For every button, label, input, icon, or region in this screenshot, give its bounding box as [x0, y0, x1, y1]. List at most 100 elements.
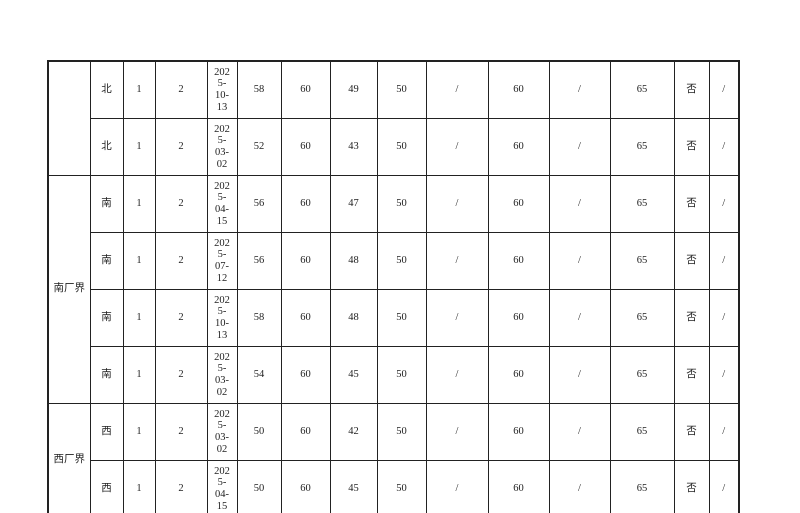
table-cell: /: [708, 460, 740, 513]
table-cell: 60: [487, 289, 550, 347]
table-row: 南厂界 南 1 2 2025-04-15 56 60 47 50 / 60 / …: [47, 175, 740, 404]
table-cell: 2: [154, 60, 208, 119]
table-cell: 南: [89, 289, 124, 347]
table-cell: 1: [122, 346, 156, 404]
table-cell: 60: [280, 60, 331, 119]
table-cell: /: [708, 60, 740, 119]
cell-exceed-flag: 否: [673, 118, 710, 176]
table-cell: 49: [329, 60, 378, 119]
table-cell: 西: [89, 403, 124, 461]
cell-date: 2025-10-13: [206, 60, 238, 119]
table-cell: /: [548, 289, 611, 347]
cell-exceed-flag: 否: [673, 175, 710, 233]
table-cell: /: [708, 232, 740, 290]
table-cell: 南: [89, 175, 124, 233]
table-cell: 65: [609, 118, 675, 176]
table-cell: /: [548, 346, 611, 404]
table-cell: 45: [329, 346, 378, 404]
boundary-label-cell: 南厂界: [47, 175, 91, 404]
table-cell: /: [425, 118, 489, 176]
table-cell: 65: [609, 232, 675, 290]
table-cell: /: [708, 289, 740, 347]
table-cell: 65: [609, 460, 675, 513]
monitoring-results-table: 北 1 2 2025-10-13 58 60 49 50 / 60 / 65 否…: [47, 60, 740, 513]
table-cell: /: [548, 118, 611, 176]
boundary-label-cell: [47, 60, 91, 176]
table-cell: 60: [280, 403, 331, 461]
table-cell: 50: [376, 403, 427, 461]
table-row: 南 1 2 2025-07-12 56 60 48 50 / 60 / 65 否…: [48, 232, 740, 290]
table-cell: 60: [280, 289, 331, 347]
table-row: 南 1 2 2025-03-02 54 60 45 50 / 60 / 65 否…: [48, 346, 740, 404]
cell-date: 2025-03-02: [206, 346, 238, 404]
table-cell: /: [425, 346, 489, 404]
table-cell: 60: [487, 60, 550, 119]
table-cell: 1: [122, 118, 156, 176]
table-cell: /: [425, 460, 489, 513]
table-cell: /: [548, 60, 611, 119]
table-cell: 58: [236, 60, 282, 119]
table-cell: /: [548, 232, 611, 290]
cell-date: 2025-10-13: [206, 289, 238, 347]
cell-date: 2025-07-12: [206, 232, 238, 290]
table-row: 西 1 2 2025-04-15 50 60 45 50 / 60 / 65 否…: [48, 460, 740, 513]
table-cell: 65: [609, 60, 675, 119]
cell-date: 2025-03-02: [206, 403, 238, 461]
table-cell: 北: [89, 118, 124, 176]
table-cell: 50: [376, 346, 427, 404]
table-row: 北 1 2 2025-03-02 52 60 43 50 / 60 / 65 否…: [48, 118, 740, 176]
table-cell: 1: [122, 403, 156, 461]
table-cell: 2: [154, 460, 208, 513]
table-cell: 60: [280, 460, 331, 513]
table-cell: 1: [122, 460, 156, 513]
table-cell: 2: [154, 289, 208, 347]
cell-exceed-flag: 否: [673, 289, 710, 347]
table-cell: 56: [236, 175, 282, 233]
table-cell: /: [425, 175, 489, 233]
cell-exceed-flag: 否: [673, 232, 710, 290]
table-cell: 60: [487, 346, 550, 404]
table-cell: 60: [280, 346, 331, 404]
table-cell: 43: [329, 118, 378, 176]
table-row: 西厂界 西 1 2 2025-03-02 50 60 42 50 / 60 / …: [47, 403, 740, 513]
table-row: 南 1 2 2025-10-13 58 60 48 50 / 60 / 65 否…: [48, 289, 740, 347]
table-cell: 2: [154, 175, 208, 233]
table-cell: 60: [280, 232, 331, 290]
table-cell: 60: [280, 118, 331, 176]
table-cell: /: [708, 403, 740, 461]
table-cell: 48: [329, 232, 378, 290]
table-cell: 60: [487, 118, 550, 176]
boundary-label-cell: 西厂界: [47, 403, 91, 513]
table-cell: 47: [329, 175, 378, 233]
table-cell: /: [425, 232, 489, 290]
table-cell: 北: [89, 60, 124, 119]
table-cell: 2: [154, 232, 208, 290]
table-row: 北 1 2 2025-10-13 58 60 49 50 / 60 / 65 否…: [47, 60, 740, 176]
table-cell: 50: [376, 460, 427, 513]
table-cell: 52: [236, 118, 282, 176]
table-cell: 60: [487, 232, 550, 290]
table-cell: /: [708, 346, 740, 404]
table-cell: /: [708, 175, 740, 233]
table-cell: 1: [122, 232, 156, 290]
table-cell: 60: [280, 175, 331, 233]
table-cell: 60: [487, 175, 550, 233]
cell-exceed-flag: 否: [673, 403, 710, 461]
table-cell: 65: [609, 175, 675, 233]
table-cell: 58: [236, 289, 282, 347]
table-cell: 54: [236, 346, 282, 404]
table-cell: /: [548, 403, 611, 461]
table-cell: 西: [89, 460, 124, 513]
table-cell: /: [548, 460, 611, 513]
table-cell: 48: [329, 289, 378, 347]
table-cell: 60: [487, 403, 550, 461]
table-cell: 2: [154, 403, 208, 461]
table-cell: 50: [236, 403, 282, 461]
table-cell: 60: [487, 460, 550, 513]
table-cell: 42: [329, 403, 378, 461]
cell-date: 2025-04-15: [206, 175, 238, 233]
table-cell: 65: [609, 346, 675, 404]
table-cell: 2: [154, 118, 208, 176]
table-cell: 南: [89, 346, 124, 404]
